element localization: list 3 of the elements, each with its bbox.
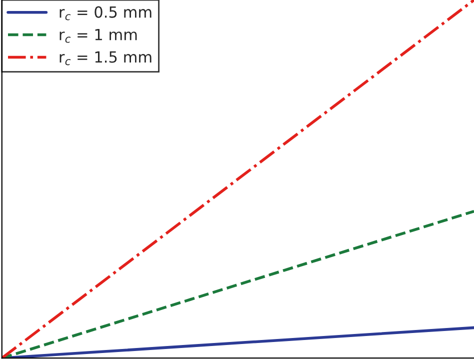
legend-label: r$_{c}$ = 1 mm [60, 28, 137, 43]
legend-label: r$_{c}$ = 0.5 mm [60, 6, 152, 20]
legend-label: r$_{c}$ = 1.5 mm [60, 51, 152, 66]
